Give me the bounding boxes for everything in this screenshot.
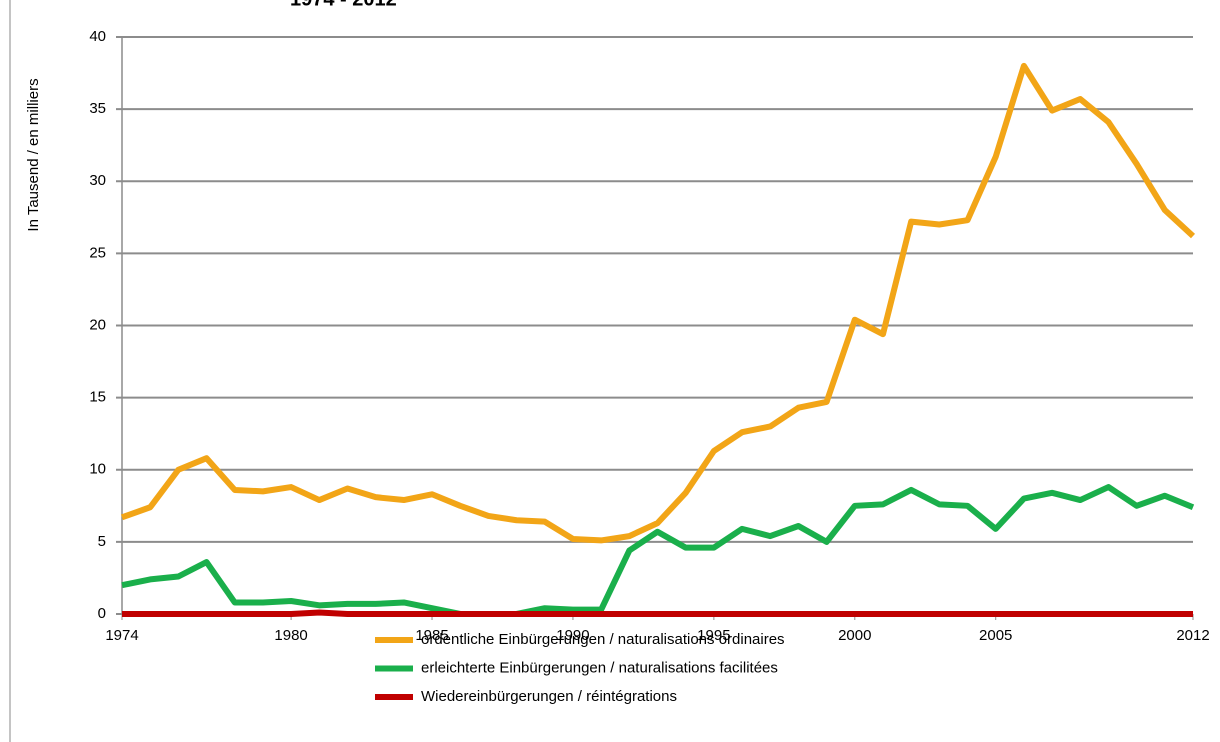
legend-label: ordentliche Einbürgerungen / naturalisat… <box>421 631 785 648</box>
y-tick-label: 40 <box>89 28 106 45</box>
x-tick-label: 1990 <box>556 627 589 644</box>
y-tick-label: 20 <box>89 316 106 333</box>
x-tick-label: 1985 <box>415 627 448 644</box>
x-tick-label: 1995 <box>697 627 730 644</box>
y-tick-label: 35 <box>89 100 106 117</box>
x-tick-label: 1974 <box>105 627 138 644</box>
chart-title: 1974 - 2012 <box>290 0 397 10</box>
y-tick-label: 10 <box>89 461 106 478</box>
x-tick-label: 2005 <box>979 627 1012 644</box>
legend-label: erleichterte Einbürgerungen / naturalisa… <box>421 659 778 676</box>
y-tick-label: 5 <box>98 533 106 550</box>
y-tick-label: 0 <box>98 605 106 622</box>
x-tick-label: 2012 <box>1176 627 1209 644</box>
line-series <box>120 62 1196 544</box>
y-axis-label: In Tausend / en milliers <box>25 78 42 231</box>
y-tick-label: 25 <box>89 244 106 261</box>
line-series <box>121 484 1195 617</box>
x-tick-label: 1980 <box>274 627 307 644</box>
x-tick-label: 2000 <box>838 627 871 644</box>
legend-label: Wiedereinbürgerungen / réintégrations <box>421 688 677 705</box>
y-tick-label: 30 <box>89 172 106 189</box>
line-series <box>122 609 1193 617</box>
y-tick-label: 15 <box>89 389 106 406</box>
